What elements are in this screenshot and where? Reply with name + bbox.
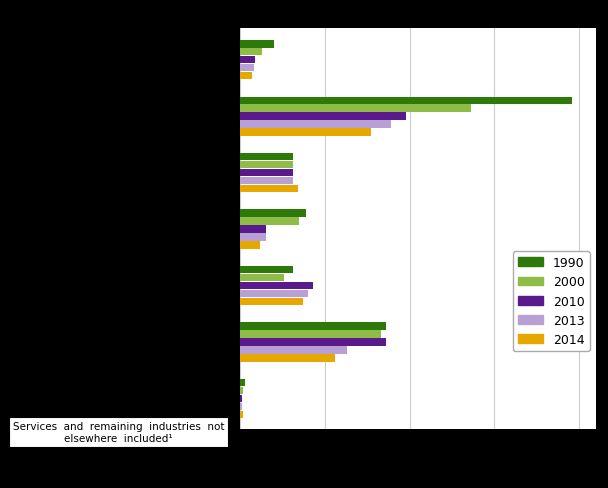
Text: Services  and  remaining  industries  not
elsewhere  included¹: Services and remaining industries not el… — [13, 421, 224, 443]
Bar — [240, 403, 241, 410]
Bar — [240, 185, 298, 193]
Bar — [240, 177, 292, 185]
Bar — [240, 162, 292, 169]
Bar — [240, 210, 306, 218]
Bar — [240, 379, 245, 386]
Bar — [240, 73, 252, 80]
Bar — [240, 331, 381, 338]
Bar — [240, 226, 266, 233]
Bar — [240, 41, 274, 48]
Bar — [240, 346, 347, 354]
Bar — [240, 274, 284, 282]
Bar — [240, 154, 292, 161]
Legend: 1990, 2000, 2010, 2013, 2014: 1990, 2000, 2010, 2013, 2014 — [513, 251, 590, 351]
Bar — [240, 298, 303, 305]
Bar — [240, 57, 255, 64]
Bar — [240, 323, 386, 330]
Bar — [240, 282, 313, 290]
Bar — [240, 169, 292, 177]
Bar — [240, 395, 242, 403]
Bar — [240, 218, 299, 225]
Bar — [240, 290, 308, 298]
Bar — [240, 266, 292, 274]
Bar — [240, 129, 371, 136]
Bar — [240, 121, 391, 128]
Bar — [240, 105, 471, 113]
Bar — [240, 339, 386, 346]
Bar — [240, 387, 243, 394]
Bar — [240, 411, 243, 418]
Bar — [240, 64, 254, 72]
Bar — [240, 354, 335, 362]
Bar — [240, 97, 572, 105]
Bar — [240, 242, 260, 249]
Bar — [240, 49, 262, 56]
Bar — [240, 113, 406, 121]
Bar — [240, 234, 266, 241]
